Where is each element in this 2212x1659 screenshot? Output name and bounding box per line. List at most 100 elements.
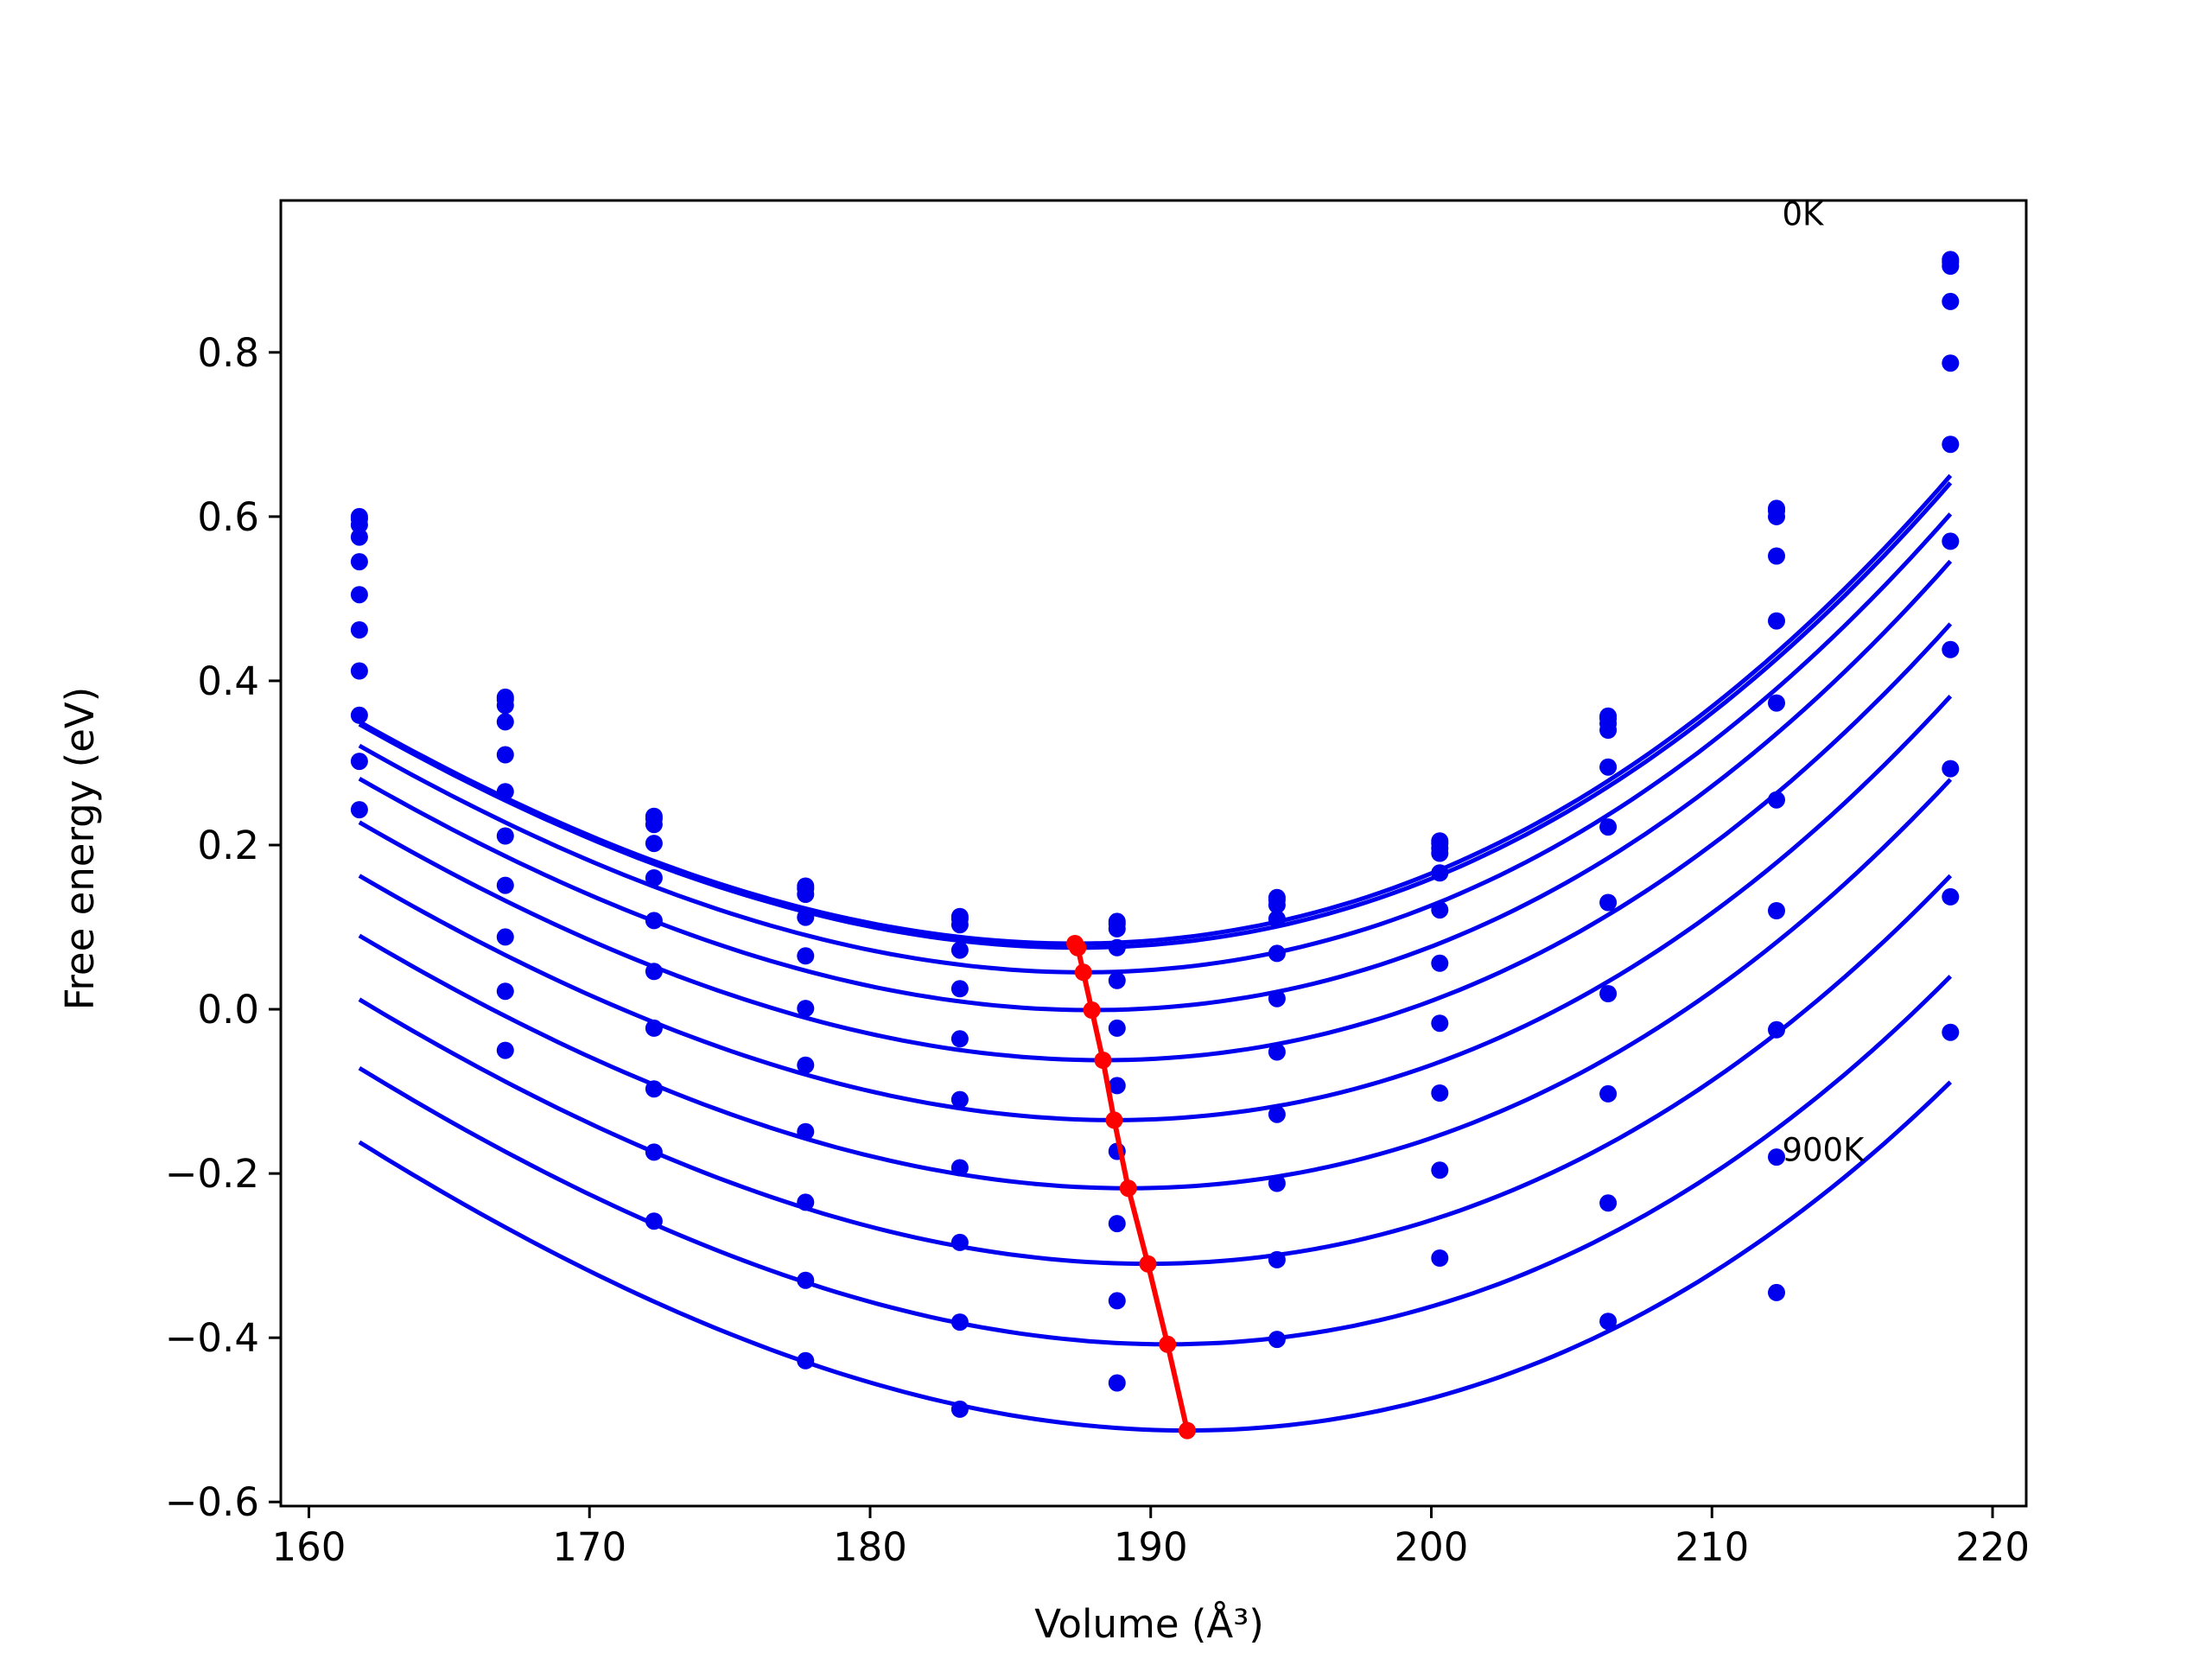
data-point (1108, 938, 1126, 957)
data-point (1599, 893, 1618, 912)
y-axis-ticks: −0.6 −0.4 −0.2 0.0 0.2 0.4 0.6 0.8 (165, 330, 281, 1525)
data-point (645, 912, 663, 930)
y-tick-label: −0.2 (165, 1151, 259, 1197)
fit-curve (358, 622, 1953, 1063)
data-point (1599, 758, 1618, 776)
data-point (1108, 1374, 1126, 1392)
data-point (950, 1313, 969, 1332)
data-point (1942, 640, 1960, 658)
data-point (645, 963, 663, 981)
data-point (1768, 694, 1785, 712)
minimum-point (1094, 1052, 1112, 1069)
data-point (797, 1193, 815, 1211)
data-point (797, 1122, 815, 1141)
data-point (1268, 896, 1286, 914)
data-point (1108, 1077, 1126, 1095)
y-tick-label: −0.4 (165, 1315, 259, 1361)
data-point (496, 876, 514, 894)
data-point (496, 746, 514, 764)
data-point (496, 1041, 514, 1059)
data-point (1268, 1174, 1286, 1192)
minimum-point (1119, 1179, 1137, 1198)
data-point (1108, 1292, 1126, 1310)
data-point (1268, 944, 1286, 963)
fit-curve (358, 1080, 1953, 1433)
y-tick-label: 0.6 (197, 494, 259, 540)
data-point (1268, 1331, 1286, 1349)
data-point (1942, 354, 1960, 372)
data-point (645, 816, 663, 834)
data-point (1268, 1250, 1286, 1268)
annotation-0k: 0K (1782, 195, 1825, 232)
minima-curve (1072, 942, 1190, 1432)
minima-line (1066, 935, 1196, 1440)
minimum-point (1083, 1001, 1101, 1019)
fit-curve (358, 695, 1953, 1122)
x-tick-label: 190 (1114, 1524, 1188, 1570)
data-point (950, 1030, 969, 1048)
data-point (1942, 257, 1960, 275)
data-points (350, 251, 1960, 1418)
data-point (350, 753, 368, 771)
fit-curve (358, 874, 1953, 1267)
data-point (1942, 887, 1960, 906)
data-point (1268, 910, 1286, 928)
data-point (350, 553, 368, 571)
data-point (1768, 1020, 1785, 1039)
minimum-point (1159, 1335, 1177, 1353)
data-point (1431, 1014, 1449, 1033)
minimum-point (1074, 963, 1092, 982)
fit-curve (358, 778, 1953, 1191)
minimum-point (1105, 1111, 1123, 1129)
y-tick-label: −0.6 (165, 1479, 259, 1525)
data-point (797, 947, 815, 965)
data-point (797, 886, 815, 903)
minimum-point (1069, 938, 1087, 957)
data-point (1768, 507, 1785, 525)
data-point (350, 621, 368, 639)
x-axis-ticks: 160 170 180 190 200 210 220 (272, 1506, 2030, 1570)
data-point (350, 801, 368, 819)
data-point (1108, 1019, 1126, 1037)
data-point (1599, 985, 1618, 1002)
fit-curve (358, 975, 1953, 1347)
data-point (350, 706, 368, 724)
data-point (1599, 818, 1618, 836)
data-point (1942, 292, 1960, 310)
annotation-900k: 900K (1782, 1132, 1866, 1169)
data-point (645, 1080, 663, 1098)
data-point (1431, 864, 1449, 882)
data-point (797, 1271, 815, 1289)
plot-frame (279, 199, 2028, 1508)
data-point (1108, 1215, 1126, 1233)
y-axis-label: Free energy (eV) (57, 687, 103, 1010)
data-point (797, 1056, 815, 1074)
data-point (1768, 1283, 1785, 1301)
data-point (496, 928, 514, 946)
data-point (645, 835, 663, 853)
y-tick-label: 0.0 (197, 987, 259, 1033)
data-point (797, 908, 815, 926)
data-point (950, 1400, 969, 1418)
minimum-point (1139, 1255, 1157, 1273)
y-tick-label: 0.4 (197, 658, 259, 704)
data-point (1268, 1043, 1286, 1061)
data-point (950, 980, 969, 998)
data-point (1599, 1084, 1618, 1103)
data-point (1431, 1249, 1449, 1267)
data-point (496, 696, 514, 715)
x-axis-label: Volume (Å³) (1034, 1601, 1264, 1647)
y-tick-label: 0.8 (197, 330, 259, 376)
x-tick-label: 220 (1955, 1524, 2030, 1570)
data-point (496, 982, 514, 1001)
data-point (950, 1233, 969, 1251)
fit-curve (358, 512, 1953, 975)
data-point (1942, 1023, 1960, 1041)
data-point (496, 713, 514, 731)
data-point (1942, 435, 1960, 454)
data-point (1768, 1148, 1785, 1166)
data-point (350, 516, 368, 534)
data-point (1768, 902, 1785, 919)
data-point (350, 662, 368, 680)
data-point (1268, 1105, 1286, 1123)
